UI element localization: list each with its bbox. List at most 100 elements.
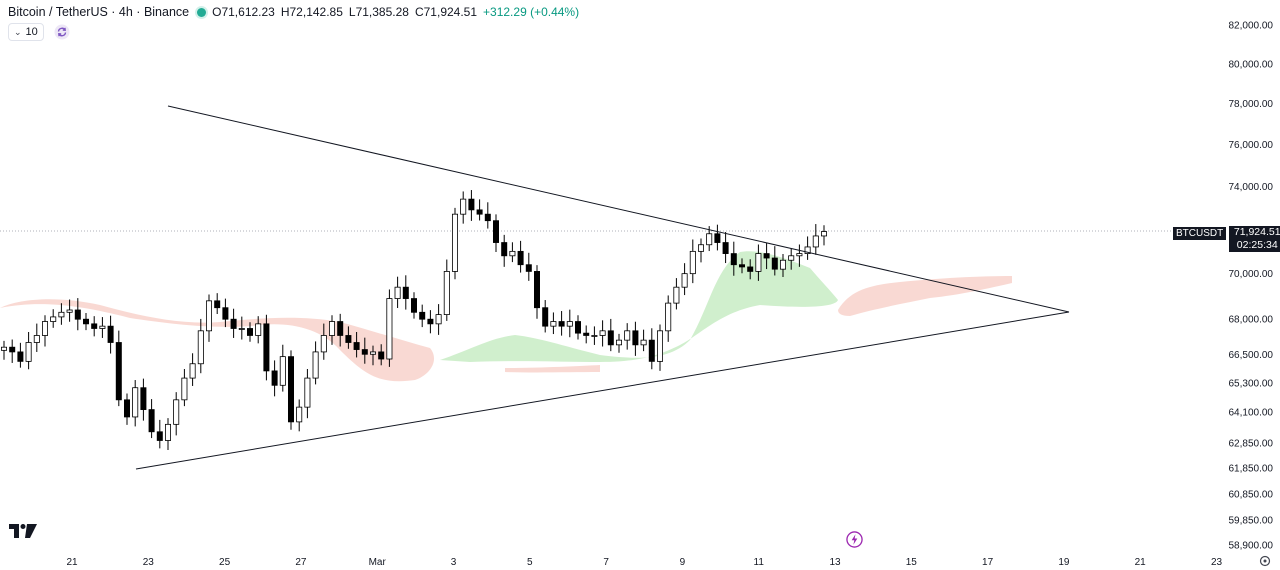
candle-body (287, 356, 294, 423)
tradingview-logo-icon[interactable] (9, 523, 37, 539)
candle-body (451, 213, 458, 272)
ohlc-open: O71,612.23 (212, 5, 275, 19)
candle-body (706, 233, 713, 246)
candle-body (575, 321, 582, 334)
candle-body (378, 351, 385, 360)
candle-body (386, 298, 393, 360)
gear-icon[interactable] (1259, 555, 1271, 567)
candle-body (238, 328, 245, 330)
price-axis-label: 78,000.00 (1229, 99, 1274, 110)
time-axis-label: 7 (603, 557, 609, 568)
candle-body (33, 335, 40, 343)
candle-body (722, 242, 729, 254)
candle-body (394, 286, 401, 299)
ohlc-high: H72,142.85 (280, 5, 343, 19)
price-axis-label: 82,000.00 (1229, 21, 1274, 32)
candle-body (296, 406, 303, 423)
candle-body (9, 346, 16, 353)
candle-body (263, 323, 270, 372)
candle-body (689, 250, 696, 275)
candle-body (205, 300, 212, 332)
price-axis-label: 58,900.00 (1229, 541, 1274, 552)
candle-body (648, 339, 655, 362)
candle-body (714, 233, 721, 243)
time-axis-label: 21 (66, 557, 78, 568)
candle-body (492, 220, 499, 243)
candle-body (427, 318, 434, 325)
candle-body (140, 387, 147, 410)
candle-body (550, 321, 557, 327)
price-axis-label: 61,850.00 (1229, 464, 1274, 475)
time-axis-label: 25 (219, 557, 231, 568)
flash-icon[interactable] (846, 531, 863, 548)
time-axis-label: 17 (982, 557, 994, 568)
candle-body (640, 339, 647, 346)
candle-body (246, 328, 253, 336)
indicators-collapse-button[interactable]: ⌄ 10 (8, 23, 44, 41)
time-axis[interactable]: 21 23 25 27 Mar 3 5 7 9 11 13 15 17 19 21 23 (66, 557, 1222, 568)
candle-body (763, 253, 770, 259)
ohlc-change: +312.29 (+0.44%) (483, 5, 580, 19)
time-axis-label: 27 (295, 557, 307, 568)
candle-body (17, 351, 24, 362)
candle-body (337, 321, 344, 336)
price-axis-label: 65,300.00 (1229, 378, 1274, 389)
candle-body (607, 330, 614, 346)
candle-body (780, 259, 787, 270)
lower-trendline (135, 311, 1070, 470)
reload-icon[interactable] (54, 24, 70, 40)
candlestick-series (0, 190, 828, 450)
cloud-bearish (838, 276, 1012, 316)
candle-body (755, 253, 762, 272)
price-axis-label: 64,100.00 (1229, 408, 1274, 419)
price-badge-value: 71,924.51 (1233, 226, 1280, 238)
candle-body (681, 273, 688, 288)
time-axis-label: 23 (143, 557, 155, 568)
price-axis[interactable]: 82,000.00 80,000.00 78,000.00 76,000.00 74,0… (1229, 21, 1274, 552)
price-axis-label: 70,000.00 (1229, 269, 1274, 280)
time-axis-label: 23 (1211, 557, 1223, 568)
last-price-badge: BTCUSDT 71,924.51 02:25:34 (1173, 226, 1280, 252)
candle-body (361, 349, 368, 355)
candle-body (320, 335, 327, 353)
candle-body (665, 302, 672, 332)
candle-body (509, 250, 516, 257)
triangle-trendlines (135, 105, 1070, 470)
candle-body (484, 213, 491, 222)
candle-body (788, 255, 795, 261)
candle-body (730, 253, 737, 266)
ohlc-low: L71,385.28 (348, 5, 409, 19)
time-axis-label: 9 (680, 557, 686, 568)
time-axis-label: Mar (369, 557, 387, 568)
cloud-bearish (505, 365, 600, 373)
candle-body (542, 307, 549, 327)
candle-body (534, 271, 541, 309)
time-axis-label: 21 (1135, 557, 1147, 568)
candle-body (771, 257, 778, 270)
price-axis-label: 59,850.00 (1229, 515, 1274, 526)
candle-body (345, 335, 352, 343)
price-axis-label: 80,000.00 (1229, 59, 1274, 70)
candle-body (197, 330, 204, 365)
candle-body (304, 377, 311, 408)
candle-body (99, 325, 106, 329)
candle-body (624, 330, 631, 341)
time-axis-label: 5 (527, 557, 533, 568)
candle-body (443, 271, 450, 316)
candle-body (517, 250, 524, 266)
indicator-row: ⌄ 10 (8, 23, 70, 41)
candle-body (124, 399, 131, 418)
ichimoku-cloud (0, 251, 1012, 382)
candle-body (739, 264, 746, 268)
candle-body (83, 318, 90, 325)
candle-body (156, 431, 163, 441)
candle-body (566, 321, 573, 327)
symbol-title[interactable]: Bitcoin / TetherUS · 4h · Binance (8, 5, 190, 19)
price-axis-label: 60,850.00 (1229, 489, 1274, 500)
candle-body (42, 321, 49, 336)
candle-body (804, 246, 811, 254)
candle-body (821, 231, 828, 237)
candle-body (353, 342, 360, 350)
time-axis-label: 13 (829, 557, 841, 568)
